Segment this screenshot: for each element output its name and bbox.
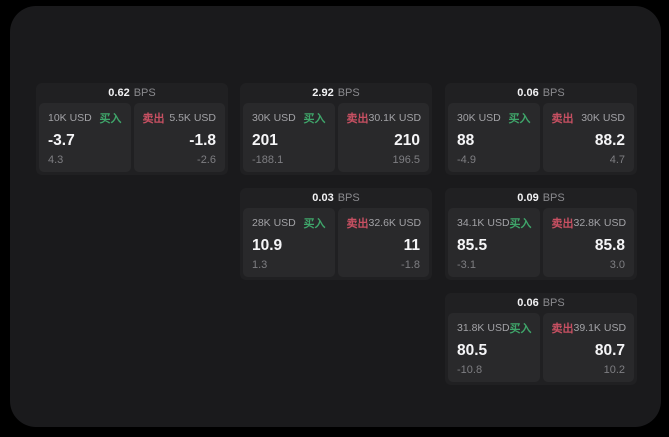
sell-change: 10.2	[603, 364, 625, 376]
buy-change: -4.9	[457, 154, 476, 166]
sell-side-label: 卖出	[551, 218, 574, 230]
sell-side-label: 卖出	[551, 323, 574, 335]
sell-quote-panel[interactable]: 卖出 30K USD 88.2 4.7	[542, 103, 634, 172]
buy-amount: 34.1K USD	[457, 217, 510, 229]
bps-value: 0.06	[517, 297, 539, 309]
bps-unit-label: BPS	[542, 192, 565, 204]
buy-side-label: 买入	[99, 113, 122, 125]
sell-quote-panel[interactable]: 卖出 32.8K USD 85.8 3.0	[542, 208, 634, 277]
buy-side-label: 买入	[508, 113, 531, 125]
sell-side-label: 卖出	[346, 218, 369, 230]
buy-quote-panel[interactable]: 10K USD 买入 -3.7 4.3	[39, 103, 131, 172]
bps-value: 0.09	[517, 192, 539, 204]
buy-change: 1.3	[252, 259, 268, 271]
bps-header: 0.09 BPS	[448, 188, 634, 208]
buy-change: 4.3	[48, 154, 64, 166]
bps-unit-label: BPS	[542, 87, 565, 99]
sell-side-label: 卖出	[551, 113, 574, 125]
app-window: 0.62 BPS 10K USD 买入 -3.7 4.3 卖出 5.5K USD…	[10, 6, 661, 427]
sell-price: 80.7	[594, 341, 625, 359]
sell-side-label: 卖出	[346, 113, 369, 125]
buy-quote-panel[interactable]: 28K USD 买入 10.9 1.3	[243, 208, 335, 277]
buy-price: 201	[252, 131, 278, 149]
sell-price: 11	[403, 236, 420, 254]
bps-header: 2.92 BPS	[243, 83, 429, 103]
sell-amount: 30.1K USD	[368, 112, 422, 124]
bps-value: 0.62	[108, 87, 130, 99]
buy-quote-panel[interactable]: 30K USD 买入 88 -4.9	[448, 103, 540, 172]
buy-change: -3.1	[457, 259, 476, 271]
buy-price: -3.7	[48, 131, 75, 149]
buy-side-label: 买入	[509, 218, 532, 230]
sell-change: -1.8	[401, 259, 420, 271]
bps-header: 0.03 BPS	[243, 188, 429, 208]
sell-change: 4.7	[609, 154, 625, 166]
bps-header: 0.62 BPS	[39, 83, 225, 103]
bps-unit-label: BPS	[133, 87, 156, 99]
buy-price: 88	[457, 131, 475, 149]
buy-quote-panel[interactable]: 30K USD 买入 201 -188.1	[243, 103, 335, 172]
buy-change: -188.1	[252, 154, 284, 166]
buy-change: -10.8	[457, 364, 483, 376]
sell-quote-panel[interactable]: 卖出 32.6K USD 11 -1.8	[337, 208, 429, 277]
buy-price: 85.5	[457, 236, 488, 254]
bps-unit-label: BPS	[542, 297, 565, 309]
buy-amount: 31.8K USD	[457, 322, 510, 334]
buy-side-label: 买入	[303, 218, 326, 230]
sell-change: 3.0	[609, 259, 625, 271]
sell-amount: 32.8K USD	[573, 217, 627, 229]
buy-price: 80.5	[457, 341, 488, 359]
buy-amount: 28K USD	[252, 217, 296, 229]
bps-value: 0.03	[312, 192, 334, 204]
sell-change: 196.5	[392, 154, 420, 166]
bps-value: 0.06	[517, 87, 539, 99]
bps-value: 2.92	[312, 87, 334, 99]
buy-amount: 30K USD	[457, 112, 501, 124]
sell-amount: 39.1K USD	[573, 322, 627, 334]
sell-price: 85.8	[594, 236, 625, 254]
buy-amount: 30K USD	[252, 112, 296, 124]
quote-card-2: 0.06 BPS 30K USD 买入 88 -4.9 卖出 30K USD 8…	[445, 83, 637, 175]
sell-amount: 30K USD	[581, 112, 625, 124]
buy-side-label: 买入	[509, 323, 532, 335]
sell-price: -1.8	[189, 131, 216, 149]
quote-card-4: 0.09 BPS 34.1K USD 买入 85.5 -3.1 卖出 32.8K…	[445, 188, 637, 280]
quote-card-0: 0.62 BPS 10K USD 买入 -3.7 4.3 卖出 5.5K USD…	[36, 83, 228, 175]
sell-amount: 5.5K USD	[169, 112, 216, 124]
buy-quote-panel[interactable]: 31.8K USD 买入 80.5 -10.8	[448, 313, 540, 382]
buy-side-label: 买入	[303, 113, 326, 125]
buy-amount: 10K USD	[48, 112, 92, 124]
bps-header: 0.06 BPS	[448, 83, 634, 103]
sell-quote-panel[interactable]: 卖出 39.1K USD 80.7 10.2	[542, 313, 634, 382]
bps-header: 0.06 BPS	[448, 293, 634, 313]
sell-amount: 32.6K USD	[368, 217, 422, 229]
sell-price: 210	[394, 131, 420, 149]
sell-change: -2.6	[197, 154, 216, 166]
sell-quote-panel[interactable]: 卖出 5.5K USD -1.8 -2.6	[133, 103, 225, 172]
bps-unit-label: BPS	[337, 87, 360, 99]
quote-card-3: 0.03 BPS 28K USD 买入 10.9 1.3 卖出 32.6K US…	[240, 188, 432, 280]
sell-quote-panel[interactable]: 卖出 30.1K USD 210 196.5	[337, 103, 429, 172]
buy-price: 10.9	[252, 236, 283, 254]
buy-quote-panel[interactable]: 34.1K USD 买入 85.5 -3.1	[448, 208, 540, 277]
sell-side-label: 卖出	[142, 113, 165, 125]
quote-card-1: 2.92 BPS 30K USD 买入 201 -188.1 卖出 30.1K …	[240, 83, 432, 175]
quote-card-5: 0.06 BPS 31.8K USD 买入 80.5 -10.8 卖出 39.1…	[445, 293, 637, 385]
sell-price: 88.2	[594, 131, 625, 149]
bps-unit-label: BPS	[337, 192, 360, 204]
